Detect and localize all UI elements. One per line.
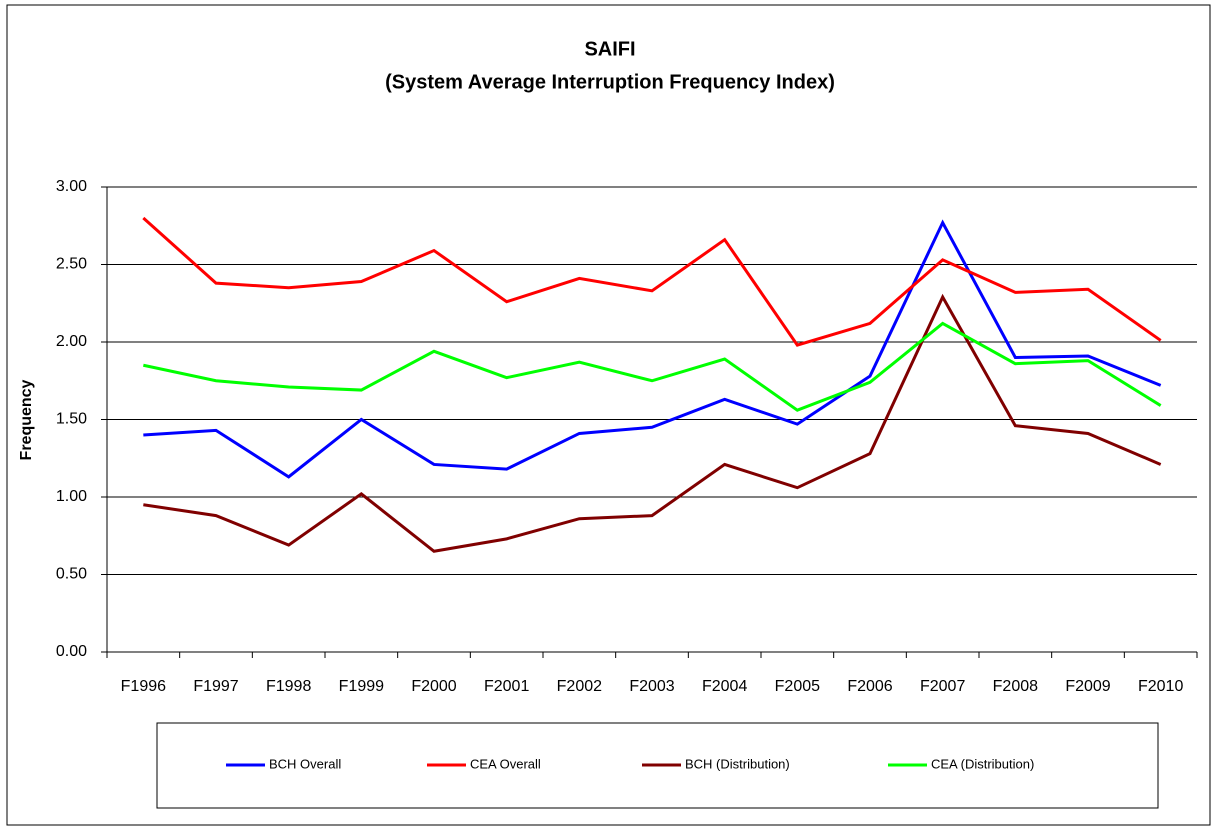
series-line: [143, 219, 1162, 479]
y-tick-label: 1.00: [56, 488, 87, 505]
x-tick-label: F2009: [1065, 678, 1110, 695]
legend-label: CEA Overall: [470, 756, 541, 771]
x-tick-label: F2001: [484, 678, 529, 695]
y-tick-label: 0.00: [56, 643, 87, 660]
legend-label: BCH (Distribution): [685, 756, 790, 771]
series-line: [142, 216, 1162, 347]
x-tick-label: F2006: [847, 678, 892, 695]
x-tick-label: F1996: [121, 678, 166, 695]
x-tick-label: F2000: [411, 678, 456, 695]
y-tick-label: 1.50: [56, 411, 87, 428]
chart-frame: [6, 4, 1211, 826]
y-tick-label: 3.00: [56, 178, 87, 195]
y-tick-label: 0.50: [56, 566, 87, 583]
legend-label: BCH Overall: [269, 756, 341, 771]
chart-title: SAIFI: [584, 38, 635, 60]
x-tick-label: F2010: [1138, 678, 1183, 695]
x-tick-label: F1999: [339, 678, 384, 695]
series-line: [143, 321, 1162, 412]
chart-subtitle: (System Average Interruption Frequency I…: [385, 71, 835, 93]
y-tick-label: 2.00: [56, 333, 87, 350]
x-tick-label: F2004: [702, 678, 747, 695]
y-axis-label: Frequency: [18, 379, 35, 460]
legend-label: CEA (Distribution): [931, 756, 1034, 771]
series-line: [143, 293, 1162, 553]
x-tick-label: F2007: [920, 678, 965, 695]
x-tick-label: F1997: [193, 678, 238, 695]
y-tick-label: 2.50: [56, 256, 87, 273]
x-tick-label: F1998: [266, 678, 311, 695]
x-tick-label: F2005: [775, 678, 820, 695]
x-tick-label: F2003: [629, 678, 674, 695]
x-tick-label: F2002: [557, 678, 602, 695]
x-tick-label: F2008: [993, 678, 1038, 695]
